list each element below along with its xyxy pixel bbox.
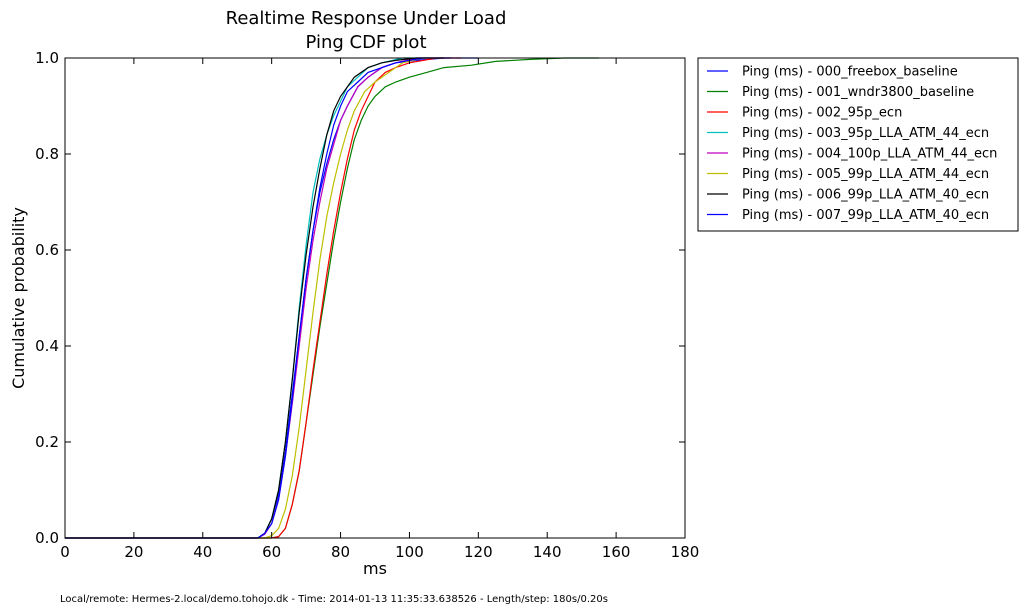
y-tick-label-0: 0.0 bbox=[35, 529, 59, 547]
series-line-3 bbox=[65, 57, 427, 539]
y-tick-label-2: 0.4 bbox=[35, 337, 59, 355]
series-line-5 bbox=[65, 57, 444, 539]
y-tick-label-3: 0.6 bbox=[35, 241, 59, 259]
series-line-7 bbox=[65, 57, 451, 539]
series-line-6 bbox=[65, 57, 444, 539]
legend-label-2: Ping (ms) - 002_95p_ecn bbox=[742, 106, 902, 121]
chart-subtitle: Ping CDF plot bbox=[305, 32, 426, 53]
legend-label-0: Ping (ms) - 000_freebox_baseline bbox=[742, 65, 958, 80]
x-tick-label-5: 100 bbox=[395, 543, 424, 561]
series-line-0 bbox=[65, 57, 479, 539]
legend-label-1: Ping (ms) - 001_wndr3800_baseline bbox=[742, 85, 974, 100]
legend: Ping (ms) - 000_freebox_baseline Ping (ms… bbox=[697, 57, 1019, 232]
plot-frame bbox=[64, 57, 686, 539]
series-layer bbox=[65, 57, 599, 539]
x-tick-label-2: 40 bbox=[193, 543, 212, 561]
x-tick-label-8: 160 bbox=[602, 543, 631, 561]
x-tick-label-0: 0 bbox=[60, 543, 70, 561]
footer-info: Local/remote: Hermes-2.local/demo.tohojo… bbox=[60, 594, 608, 605]
series-line-4 bbox=[65, 57, 444, 539]
x-axis-label: ms bbox=[363, 559, 387, 578]
y-tick-label-4: 0.8 bbox=[35, 145, 59, 163]
legend-label-5: Ping (ms) - 005_99p_LLA_ATM_44_ecn bbox=[742, 167, 989, 182]
chart-title: Realtime Response Under Load bbox=[226, 8, 507, 29]
legend-label-3: Ping (ms) - 003_95p_LLA_ATM_44_ecn bbox=[742, 126, 989, 141]
y-tick-label-1: 0.2 bbox=[35, 433, 59, 451]
ticks-layer: 0 20 40 60 80 100 120 140 160 180 0.0 0.2 0.4 0.6 0.8 1… bbox=[35, 49, 699, 561]
legend-label-4: Ping (ms) - 004_100p_LLA_ATM_44_ecn bbox=[742, 147, 997, 162]
legend-frame bbox=[697, 57, 1019, 232]
x-tick-label-1: 20 bbox=[124, 543, 143, 561]
x-tick-label-4: 80 bbox=[331, 543, 350, 561]
series-line-2 bbox=[65, 57, 462, 539]
x-tick-label-9: 180 bbox=[671, 543, 700, 561]
legend-label-6: Ping (ms) - 006_99p_LLA_ATM_40_ecn bbox=[742, 188, 989, 203]
y-tick-label-5: 1.0 bbox=[35, 49, 59, 67]
x-tick-label-6: 120 bbox=[464, 543, 493, 561]
x-tick-label-7: 140 bbox=[533, 543, 562, 561]
legend-label-7: Ping (ms) - 007_99p_LLA_ATM_40_ecn bbox=[742, 208, 989, 223]
x-tick-label-3: 60 bbox=[262, 543, 281, 561]
y-axis-label: Cumulative probability bbox=[9, 207, 28, 389]
